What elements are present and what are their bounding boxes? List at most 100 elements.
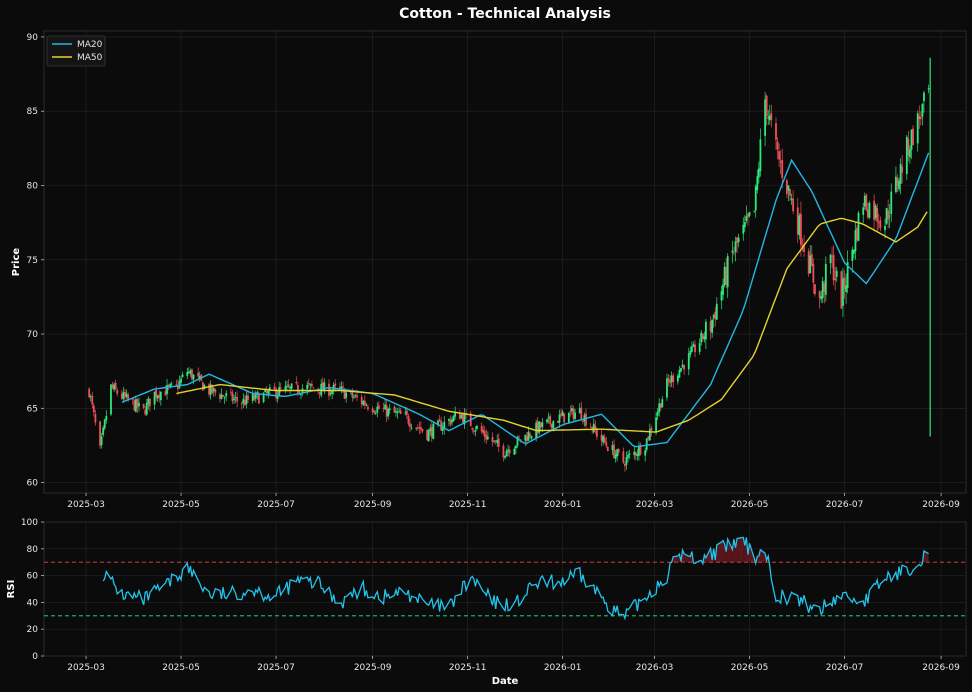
candle-body (536, 421, 539, 434)
rsi-overbought-segment (688, 556, 691, 563)
candle-body (284, 386, 287, 391)
candle-body (482, 429, 485, 433)
rsi-overbought-segment (721, 540, 723, 563)
candle-body (145, 402, 148, 415)
candle-body (309, 383, 312, 386)
candle-body (471, 427, 474, 430)
candle-body (127, 394, 130, 400)
candle-body (472, 430, 475, 432)
candle-body (353, 397, 355, 399)
candle-body (885, 208, 888, 224)
candle-body (432, 423, 435, 440)
candle-body (265, 390, 268, 393)
candle-body (767, 116, 770, 119)
candle-body (125, 393, 128, 398)
ma20-line (121, 152, 930, 448)
candle-body (278, 387, 281, 396)
candle-body (571, 407, 573, 411)
candle-body (395, 411, 397, 413)
candle-body (268, 387, 271, 391)
candle-body (753, 210, 756, 212)
candle-body (251, 393, 254, 401)
candle-body (233, 398, 235, 401)
candle-body (312, 387, 315, 389)
candle-body (253, 395, 256, 400)
candle-body (407, 416, 410, 424)
candle-body (203, 384, 206, 389)
candle-body (508, 449, 511, 454)
candle-body (120, 393, 123, 399)
price-panel (43, 30, 967, 494)
candle-body (824, 263, 827, 295)
candle-body (723, 266, 726, 285)
price-y-tick-label: 85 (27, 107, 38, 117)
candle-body (557, 420, 559, 423)
price-y-ticks: 60 65 70 75 80 85 90 (27, 33, 44, 489)
candle-body (873, 200, 876, 220)
rsi-x-tick-label: 2025-09 (354, 663, 392, 673)
candle-body (667, 378, 670, 382)
candle-body (818, 291, 821, 298)
price-x-tick-label: 2026-01 (544, 500, 582, 510)
candle-body (877, 222, 880, 224)
candle-body (426, 429, 429, 440)
rsi-y-tick-label: 0 (32, 652, 38, 662)
candle-body (743, 222, 746, 228)
candle-body (103, 419, 106, 429)
candle-body (595, 429, 598, 437)
candle-body (639, 444, 642, 455)
legend-ma50-label: MA50 (77, 53, 103, 63)
candle-body (197, 372, 200, 377)
candle-body (458, 412, 461, 420)
rsi-grid (44, 521, 966, 657)
candle-body (698, 343, 701, 352)
candle-body (617, 448, 620, 453)
candle-body (513, 448, 516, 455)
legend-ma20-label: MA20 (77, 40, 103, 50)
candle-body (759, 139, 762, 172)
candle-body (594, 425, 597, 431)
candle-body (300, 394, 302, 396)
rsi-overbought-segment (727, 539, 733, 563)
candle-body (443, 421, 446, 429)
candle-body (186, 371, 189, 376)
candle-body (342, 386, 344, 388)
rsi-x-ticks: 2025-03 2025-05 2025-07 2025-09 2025-11 2026-… (67, 656, 960, 673)
candle-body (742, 224, 745, 234)
candle-body (781, 160, 784, 178)
candle-body (229, 391, 232, 393)
candle-body (385, 405, 388, 417)
candle-body (770, 113, 773, 121)
candle-body (852, 249, 855, 254)
candle-body (376, 406, 379, 413)
candle-body (515, 445, 517, 449)
candle-body (650, 427, 653, 431)
candle-body (814, 284, 816, 294)
candle-body (527, 432, 530, 441)
candle-body (832, 254, 835, 281)
candle-body (658, 403, 661, 413)
candle-body (605, 441, 608, 446)
candle-body (600, 434, 603, 441)
candle-body (493, 440, 495, 442)
candle-body (295, 382, 298, 384)
candle-body (307, 382, 310, 385)
candle-body (765, 95, 768, 117)
candle-body (236, 397, 239, 402)
candle-body (683, 365, 686, 370)
candle-body (89, 396, 92, 398)
candle-body (138, 402, 140, 407)
candle-body (910, 129, 913, 150)
candle-body (603, 437, 606, 443)
candle-body (254, 392, 257, 399)
price-y-tick-label: 90 (27, 33, 39, 43)
candle-body (645, 438, 648, 450)
candle-body (863, 195, 866, 207)
rsi-line (102, 536, 929, 621)
candle-body (694, 344, 696, 353)
price-x-tick-label: 2026-07 (826, 500, 864, 510)
candle-body (374, 412, 377, 414)
candle-body (111, 384, 114, 388)
price-y-tick-label: 60 (27, 479, 39, 489)
price-x-tick-label: 2026-03 (636, 500, 674, 510)
